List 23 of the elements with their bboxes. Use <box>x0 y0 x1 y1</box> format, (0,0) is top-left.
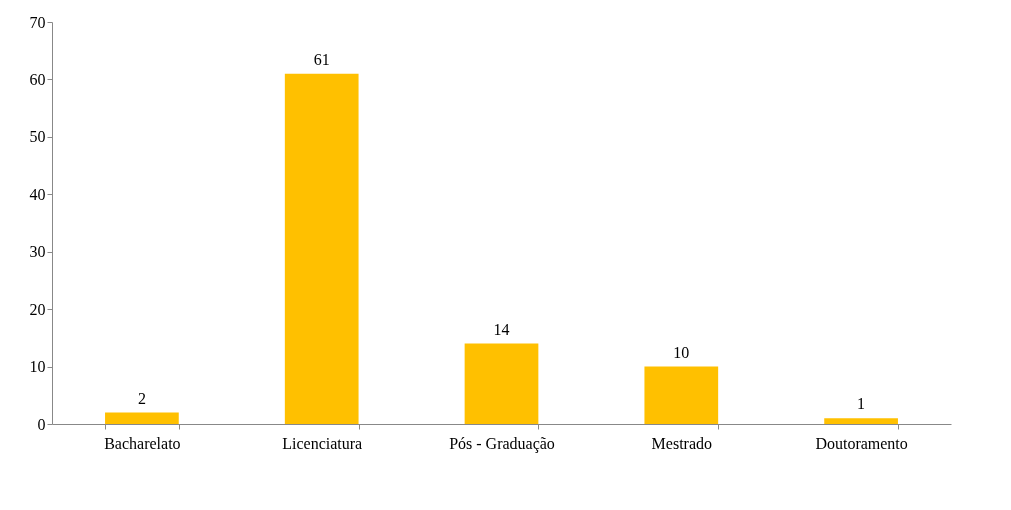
data-label: 14 <box>493 320 510 338</box>
y-tick-label: 0 <box>37 415 46 433</box>
bar <box>644 366 719 424</box>
data-label: 61 <box>313 50 330 68</box>
x-tick-label: Licenciatura <box>282 434 363 452</box>
y-tick-label: 40 <box>29 185 46 203</box>
y-tick-label: 20 <box>29 300 46 318</box>
x-tick-label: Doutoramento <box>815 434 908 452</box>
x-tick-label: Mestrado <box>651 434 713 452</box>
data-label: 10 <box>673 343 690 361</box>
y-tick-label: 30 <box>29 243 46 261</box>
data-label: 1 <box>857 395 866 413</box>
bar <box>105 412 179 424</box>
y-tick-label: 60 <box>29 70 46 88</box>
bar <box>824 418 898 424</box>
x-tick-label: Bacharelato <box>104 434 181 452</box>
y-tick-label: 70 <box>29 13 46 31</box>
bar <box>464 343 539 424</box>
y-tick-label: 10 <box>29 358 46 376</box>
x-tick-label: Pós - Graduação <box>449 434 555 453</box>
bar <box>284 73 359 424</box>
y-tick-label: 50 <box>29 128 46 146</box>
data-label: 2 <box>137 389 146 407</box>
